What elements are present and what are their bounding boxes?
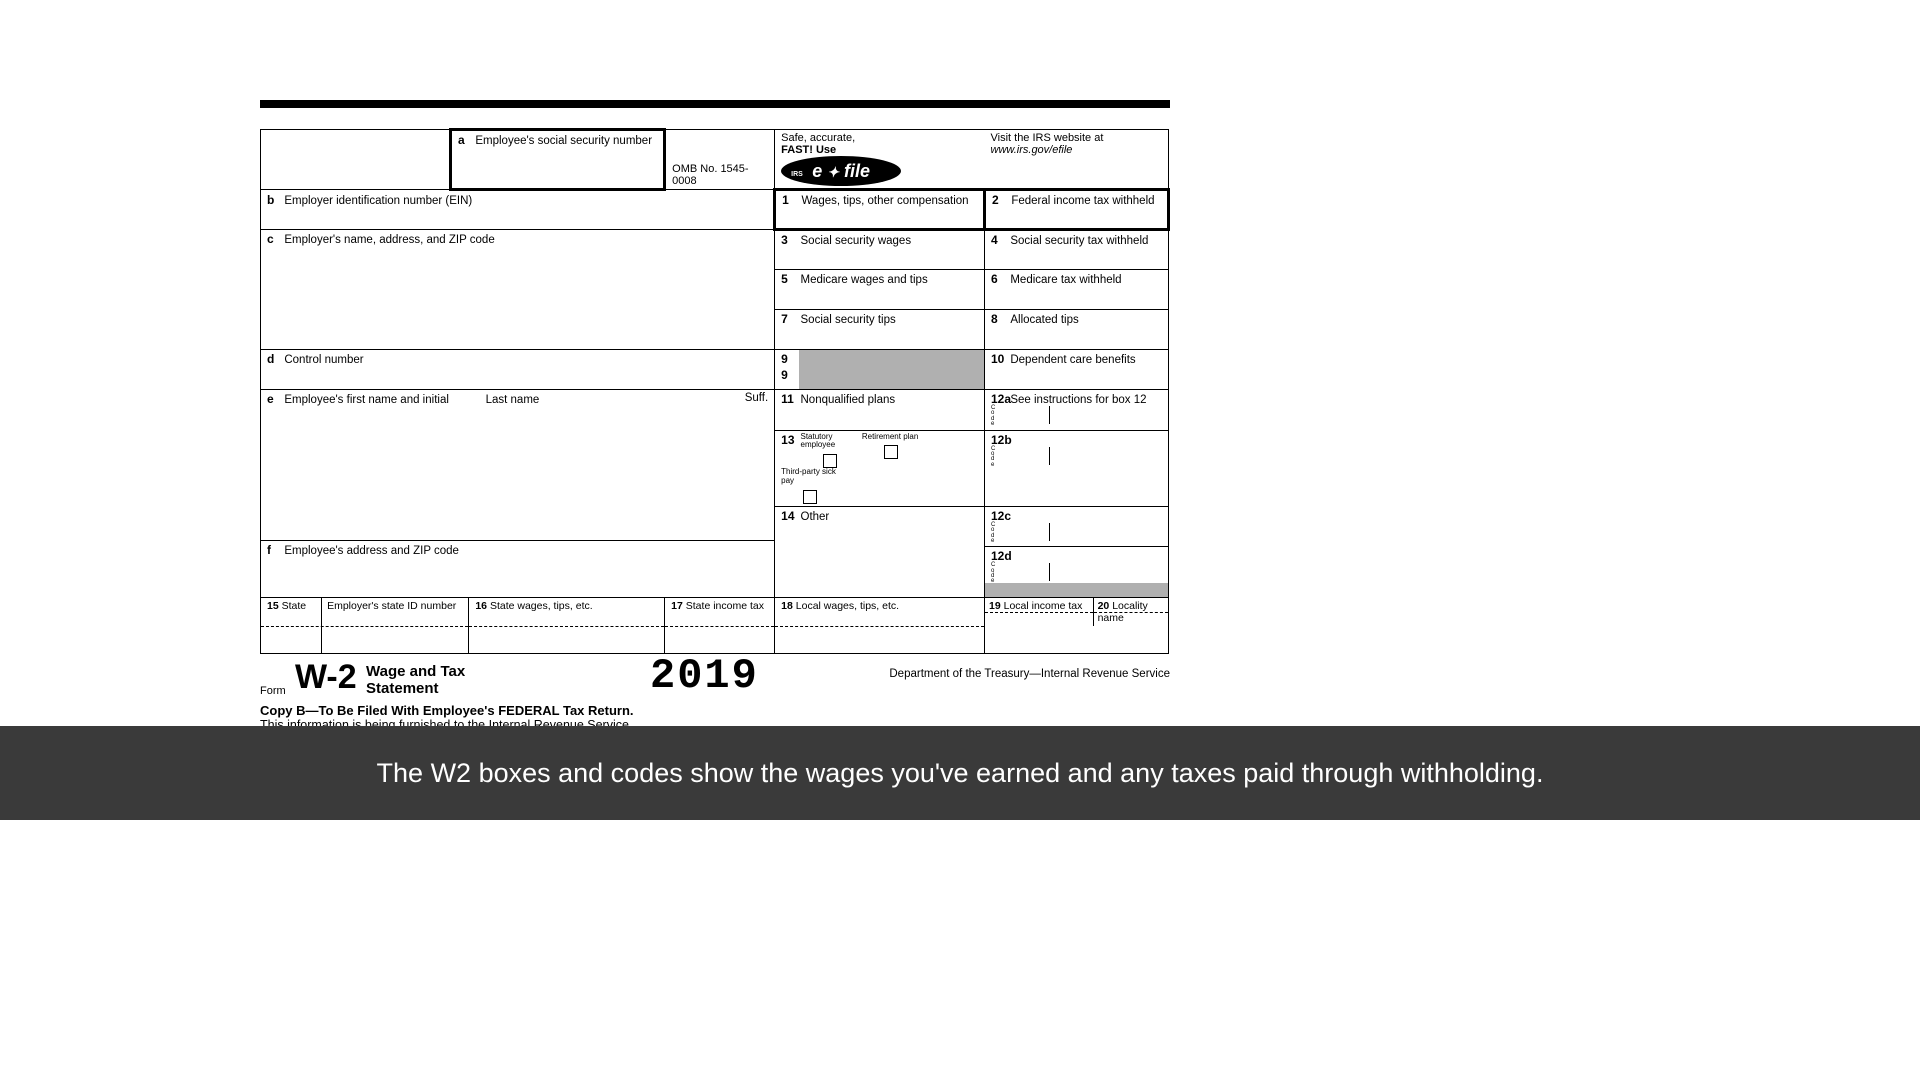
box-f-label: Employee's address and ZIP code [284,545,459,557]
copy-b-line: Copy B—To Be Filed With Employee's FEDER… [260,703,1170,718]
box-5: 5 Medicare wages and tips [775,270,985,310]
box-10: 10 Dependent care benefits [985,350,1169,390]
box-6-label: Medicare tax withheld [1010,274,1121,286]
box-c-label: Employer's name, address, and ZIP code [284,234,494,246]
w2-table: a Employee's social security number OMB … [260,128,1170,654]
omb-cell: OMB No. 1545-0008 [665,130,775,190]
box-b: b Employer identification number (EIN) [261,190,775,230]
checkbox-thirdparty[interactable] [803,490,817,504]
box-e-suff: Suff. [745,392,768,404]
caption-bar: The W2 boxes and codes show the wages yo… [0,726,1920,820]
safe-accurate: Safe, accurate, FAST! Use [781,132,855,156]
tax-year: 2019 [650,652,759,700]
gray-strip [985,583,1168,597]
box-14: 14 Other [775,506,985,598]
box-3: 3 Social security wages [775,230,985,270]
box-4: 4 Social security tax withheld [985,230,1169,270]
box-7-label: Social security tips [801,314,896,326]
box-7: 7 Social security tips [775,310,985,350]
irs-website-cell: Visit the IRS website at www.irs.gov/efi… [985,130,1169,190]
box-17: 17 State income tax [665,598,775,654]
box-12b: 12b Code [985,430,1169,506]
top-black-bar [260,100,1170,108]
box-12a-label: See instructions for box 12 [1010,394,1146,406]
box-11: 11 Nonqualified plans [775,390,985,431]
box-d: d Control number [261,350,775,390]
checkbox-retirement[interactable] [884,445,898,459]
box-e-f: e Employee's first name and initial Last… [261,390,775,598]
box-a-void [261,130,451,190]
box-18: 18 Local wages, tips, etc. [775,598,985,654]
box-12c: 12c Code [985,506,1169,547]
box-4-label: Social security tax withheld [1010,235,1148,247]
box-14-label: Other [801,511,830,523]
w2-title: W-2 [295,658,357,697]
box-c: c Employer's name, address, and ZIP code [261,230,775,350]
box-16: 16 State wages, tips, etc. [469,598,665,654]
omb-number: OMB No. 1545-0008 [672,163,748,187]
box-2: 2 Federal income tax withheld [985,190,1169,230]
box-15: 15 State Employer's state ID number [261,598,469,654]
box-1: 1 Wages, tips, other compensation [775,190,985,230]
form-word: Form [260,685,286,697]
wage-tax-statement: Wage and TaxStatement [366,664,465,697]
checkbox-statutory[interactable] [823,454,837,468]
box-a: a Employee's social security number [451,130,665,190]
box-2-label: Federal income tax withheld [1011,195,1154,207]
box-5-label: Medicare wages and tips [801,274,928,286]
box-12d: 12d Code [985,547,1169,598]
dept-treasury: Department of the Treasury—Internal Reve… [889,668,1170,680]
caption-text: The W2 boxes and codes show the wages yo… [377,758,1544,789]
box-8-label: Allocated tips [1010,314,1078,326]
box-e-last: Last name [486,394,540,406]
box-10-label: Dependent care benefits [1010,354,1135,366]
box-6: 6 Medicare tax withheld [985,270,1169,310]
efile-cell: Safe, accurate, FAST! Use IRS e ✦ file [775,130,985,190]
box-19-20: 19 Local income tax 20 Locality name [985,598,1169,654]
box-b-label: Employer identification number (EIN) [284,195,472,207]
w2-form: a Employee's social security number OMB … [260,100,1170,738]
box-8: 8 Allocated tips [985,310,1169,350]
box-d-label: Control number [284,354,363,366]
box-3-label: Social security wages [801,235,912,247]
box-1-label: Wages, tips, other compensation [802,195,969,207]
box-11-label: Nonqualified plans [801,394,896,406]
box-12a: 12a See instructions for box 12 Code [985,390,1169,431]
box-13: 13 Statutory employee Retirement plan Th… [775,430,985,506]
box-a-label: Employee's social security number [475,135,652,147]
box-9: 9 9 [775,350,985,390]
efile-logo: IRS e ✦ file [781,156,901,186]
box-e-first: Employee's first name and initial [284,394,449,406]
